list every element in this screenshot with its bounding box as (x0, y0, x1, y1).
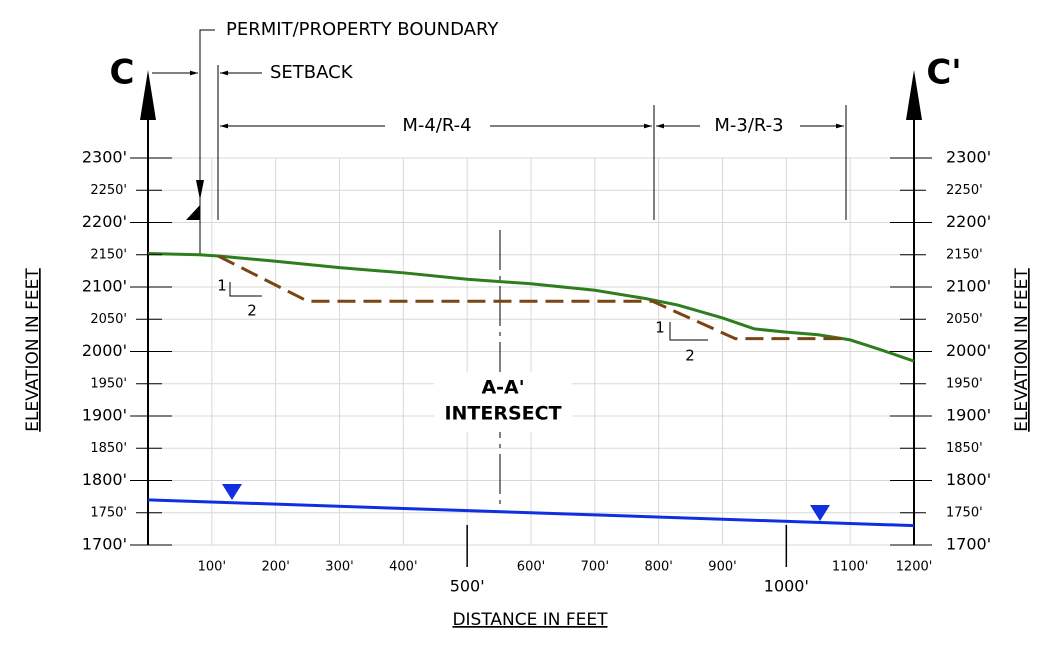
section-arrow (140, 70, 156, 120)
y-tick-label: 2000' (82, 341, 127, 360)
y-axis-label: ELEVATION IN FEET (23, 268, 43, 432)
series-line (217, 254, 847, 341)
y-tick-label: 2300' (82, 148, 127, 167)
section-label: C' (926, 53, 961, 93)
x-tick-label: 800' (644, 560, 672, 575)
marker (186, 205, 200, 220)
x-tick-label: 300' (325, 560, 353, 575)
intersect-label: A-A' (481, 377, 524, 399)
water-marker (810, 505, 830, 521)
water-marker (222, 484, 242, 500)
y-tick-label: 1850' (90, 441, 127, 456)
zone-label: M-4/R-4 (402, 115, 471, 136)
y-tick-label: 1850' (946, 441, 983, 456)
x-tick-label: 1200' (896, 560, 933, 575)
slope-label: 2 (685, 347, 695, 365)
x-tick-label: 100' (198, 560, 226, 575)
x-tick-label: 1100' (832, 560, 869, 575)
y-tick-label: 2150' (90, 247, 127, 262)
section-label: C (110, 53, 135, 93)
y-tick-label: 1900' (946, 406, 991, 425)
y-tick-label: 1800' (82, 470, 127, 489)
grid (148, 157, 915, 546)
annotation: PERMIT/PROPERTY BOUNDARY (226, 19, 499, 40)
y-tick-label: 1900' (82, 406, 127, 425)
slope-symbol (229, 282, 262, 297)
x-tick-label: 600' (517, 560, 545, 575)
x-tick-label: 700' (581, 560, 609, 575)
arrow (196, 180, 204, 200)
x-axis-label: DISTANCE IN FEET (452, 610, 608, 630)
x-tick-label: 900' (708, 560, 736, 575)
zone-label: M-3/R-3 (714, 115, 783, 136)
y-axis-label: ELEVATION IN FEET (1012, 268, 1032, 432)
y-tick-label: 2050' (946, 312, 983, 327)
y-tick-label: 2100' (946, 277, 991, 296)
y-tick-label: 2100' (82, 277, 127, 296)
y-tick-label: 1700' (82, 535, 127, 554)
y-tick-label: 2200' (82, 212, 127, 231)
y-tick-label: 1950' (946, 376, 983, 391)
y-tick-label: 2250' (946, 183, 983, 198)
x-tick-label: 400' (389, 560, 417, 575)
annotation: SETBACK (270, 62, 354, 83)
slope-label: 1 (655, 319, 665, 337)
y-tick-label: 1700' (946, 535, 991, 554)
slope-label: 1 (217, 277, 227, 295)
intersect-label: INTERSECT (444, 403, 561, 425)
y-tick-label: 2000' (946, 341, 991, 360)
x-tick-label: 1000' (764, 577, 809, 596)
y-tick-label: 1950' (90, 376, 127, 391)
y-tick-label: 2250' (90, 183, 127, 198)
section-arrow (906, 70, 922, 120)
series-group (147, 251, 915, 528)
y-tick-label: 2150' (946, 247, 983, 262)
y-tick-label: 1800' (946, 470, 991, 489)
boundary-line (199, 29, 215, 255)
y-tick-label: 2050' (90, 312, 127, 327)
label-box (434, 372, 572, 432)
y-tick-label: 1750' (90, 505, 127, 520)
x-tick-label: 200' (261, 560, 289, 575)
series-line (147, 498, 915, 528)
y-tick-label: 1750' (946, 505, 983, 520)
y-tick-label: 2200' (946, 212, 991, 231)
series-line (147, 251, 915, 363)
slope-symbol (669, 322, 708, 341)
slope-label: 2 (247, 302, 257, 320)
x-tick-label: 500' (450, 577, 485, 596)
y-tick-label: 2300' (946, 148, 991, 167)
